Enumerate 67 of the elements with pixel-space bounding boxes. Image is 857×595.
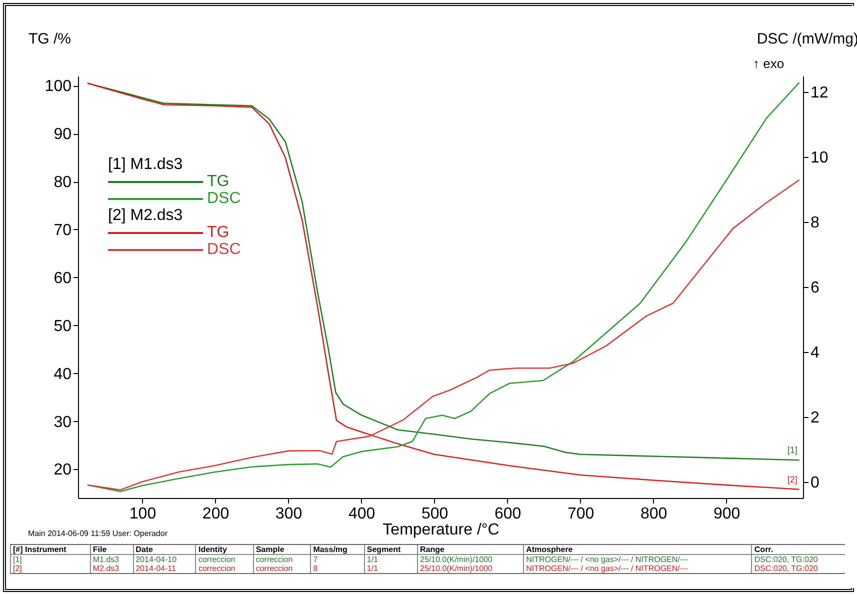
text: M2.ds3 <box>90 564 134 574</box>
text: DSC:020, TG:020 <box>752 554 845 564</box>
text: correccion <box>196 564 254 574</box>
text: TG <box>207 173 230 190</box>
text: Range <box>418 544 524 554</box>
y-tick-label: 20 <box>54 462 72 479</box>
x-tick-label: 300 <box>275 506 302 522</box>
text: DSC:020, TG:020 <box>752 564 845 574</box>
text: NITROGEN/--- / <no gas>/--- / NITROGEN/--- <box>524 564 752 574</box>
x-axis-title: Temperature /°C <box>382 522 500 538</box>
text: 25/10.0(K/min)/1000 <box>418 564 524 574</box>
text: 8 <box>310 564 364 574</box>
text: correccion <box>253 564 311 574</box>
y-tick-label: 30 <box>54 414 72 431</box>
text: 1/1 <box>364 554 418 564</box>
text: Corr. <box>752 544 845 554</box>
y2-tick-label: 12 <box>810 84 828 102</box>
text: Identity <box>196 544 254 554</box>
y2-tick-label: 10 <box>810 150 828 167</box>
text: Mass/mg <box>310 544 364 554</box>
annotation: [1] <box>787 445 798 456</box>
y2-tick-label: 4 <box>810 344 820 362</box>
text: 7 <box>310 554 364 564</box>
text: DSC <box>207 241 241 258</box>
text: correccion <box>253 554 311 564</box>
y-axis-title: TG /% <box>28 30 72 48</box>
x-tick-label: 200 <box>202 506 230 522</box>
text: 1/1 <box>364 564 418 574</box>
y-tick-label: 70 <box>54 222 72 239</box>
x-tick-label: 500 <box>421 506 448 522</box>
x-tick-label: 400 <box>348 506 376 522</box>
annotation: [2] <box>787 474 798 484</box>
text: NITROGEN/--- / <no gas>/--- / NITROGEN/--- <box>524 554 752 564</box>
x-tick-label: 100 <box>129 506 156 522</box>
text: [1] <box>10 554 90 564</box>
text: DSC <box>207 190 241 207</box>
text: 2014-04-11 <box>133 564 196 574</box>
y-tick-label: 100 <box>44 78 72 96</box>
text: [#] Instrument <box>10 544 90 554</box>
text: Date <box>133 544 196 554</box>
y2-tick-label: 8 <box>810 214 820 232</box>
text: Segment <box>364 544 418 554</box>
text: [2] <box>10 564 90 574</box>
y2-tick-label: 0 <box>810 474 820 492</box>
y2-tick-label: 6 <box>810 280 820 296</box>
x-tick-label: 900 <box>713 506 740 522</box>
text: Main 2014-06-09 11:59 User: Operador <box>28 529 168 538</box>
text: Sample <box>253 544 311 554</box>
x-tick-label: 800 <box>640 506 668 522</box>
text: ↑ exo <box>753 56 784 71</box>
annotation: [1] M1.ds3 <box>108 156 184 173</box>
x-tick-label: 700 <box>567 506 594 522</box>
y-tick-label: 50 <box>54 318 72 335</box>
y-tick-label: 40 <box>54 366 72 383</box>
x-tick-label: 600 <box>494 506 522 522</box>
annotation: [2] M2.ds3 <box>108 207 184 224</box>
y-tick-label: 60 <box>54 270 72 287</box>
text: 25/10.0(K/min)/1000 <box>418 554 524 564</box>
y-tick-label: 90 <box>54 126 72 144</box>
y-tick-label: 80 <box>54 174 72 191</box>
text: 2014-04-10 <box>133 554 196 564</box>
text: TG <box>207 224 230 241</box>
text: M1.ds3 <box>90 554 134 564</box>
text: File <box>90 544 134 554</box>
y2-tick-label: 2 <box>810 409 820 426</box>
text: correccion <box>196 554 254 564</box>
text: Atmosphere <box>524 544 752 554</box>
